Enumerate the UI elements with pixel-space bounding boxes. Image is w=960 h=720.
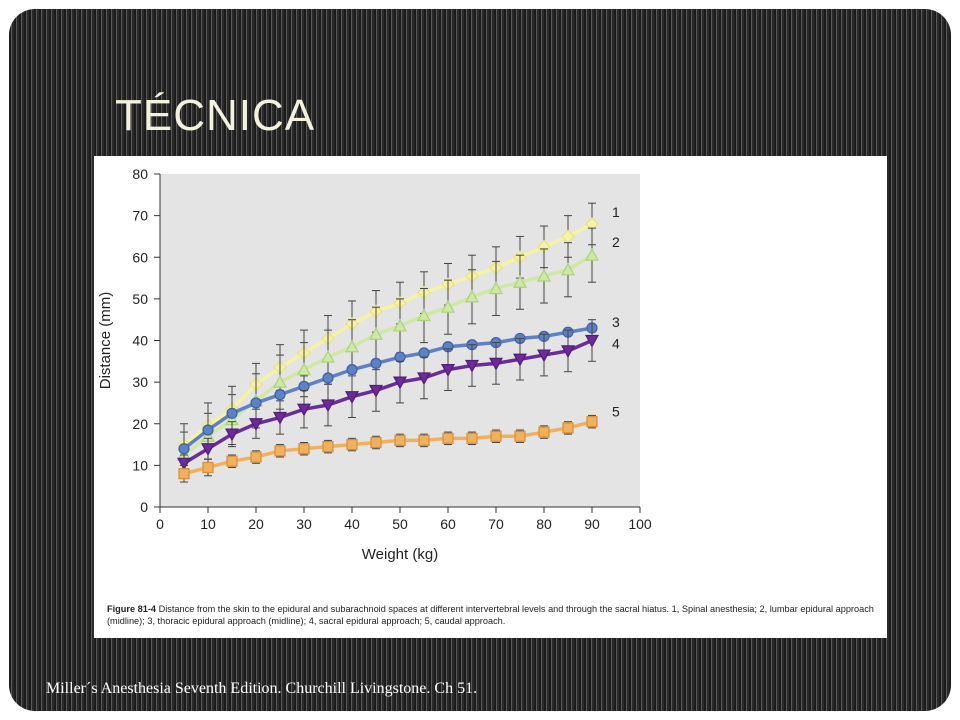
data-point [394, 434, 406, 446]
figure-caption-label: Figure 81-4 [107, 604, 157, 614]
x-tick-label-0: 0 [156, 516, 164, 532]
data-point [584, 334, 600, 348]
data-point [178, 468, 190, 480]
data-point [178, 443, 190, 455]
data-point [442, 432, 454, 444]
data-point [488, 357, 504, 371]
data-point [368, 384, 384, 398]
data-point [296, 362, 312, 376]
data-point [512, 353, 528, 367]
y-tick-label-20: 20 [132, 416, 148, 432]
data-point [562, 422, 574, 434]
slide-title: TÉCNICA [115, 91, 316, 140]
data-point [560, 262, 576, 276]
y-tick-label-70: 70 [132, 208, 148, 224]
data-point [416, 372, 432, 386]
data-point [320, 399, 336, 413]
data-point [346, 438, 358, 451]
data-point [296, 403, 312, 417]
data-point [512, 274, 528, 288]
figure-caption: Figure 81-4 Distance from the skin to th… [107, 603, 877, 627]
data-point [536, 268, 552, 282]
y-axis-label: Distance (mm) [97, 292, 114, 390]
data-point [514, 430, 526, 442]
data-point [418, 434, 430, 446]
x-axis-label: Weight (kg) [362, 546, 438, 563]
figure-panel: 0 10 20 30 40 50 60 70 80 90 100 0 10 20 30 40 50 60 70 80 W… [94, 156, 887, 638]
x-tick-label-10: 10 [200, 516, 216, 532]
series-label-3: 3 [612, 314, 620, 330]
data-point [416, 308, 432, 322]
y-tick-label-60: 60 [132, 249, 148, 265]
data-point [202, 461, 214, 474]
data-point [344, 339, 360, 353]
data-point [394, 351, 406, 363]
data-point [370, 357, 382, 369]
series-5: 5 [178, 404, 620, 483]
data-point [538, 426, 550, 438]
data-point [466, 432, 478, 444]
data-point [250, 451, 262, 463]
y-tick-label-40: 40 [132, 333, 148, 349]
series-4: 4 [176, 319, 620, 473]
data-point [274, 389, 286, 401]
data-point [370, 436, 382, 449]
x-tick-label-70: 70 [488, 516, 504, 532]
x-tick-label-40: 40 [344, 516, 360, 532]
y-tick-label-30: 30 [132, 374, 148, 390]
data-point [464, 289, 480, 303]
data-point [200, 443, 216, 456]
data-point [560, 345, 576, 359]
data-point [392, 376, 408, 390]
data-point [298, 380, 310, 392]
series-label-2: 2 [612, 234, 620, 250]
y-tick-label-80: 80 [132, 166, 148, 182]
figure-caption-text: Distance from the skin to the epidural a… [107, 604, 874, 626]
y-tick-label-50: 50 [132, 291, 148, 307]
data-point [224, 428, 240, 442]
data-point [346, 364, 358, 376]
data-point [226, 455, 238, 467]
x-tick-label-50: 50 [392, 516, 408, 532]
x-tick-label-100: 100 [628, 516, 652, 532]
data-point [322, 372, 334, 384]
data-point [272, 374, 288, 388]
data-point [440, 364, 456, 377]
data-point [202, 424, 214, 436]
data-point [586, 416, 598, 428]
data-point [464, 359, 480, 373]
data-point [490, 430, 502, 442]
data-point [274, 445, 286, 457]
x-tick-label-90: 90 [584, 516, 600, 532]
y-tick-label-10: 10 [132, 457, 148, 473]
x-tick-label-30: 30 [296, 516, 312, 532]
data-point [248, 418, 264, 432]
data-point [226, 407, 238, 419]
data-point [368, 327, 384, 340]
data-point [322, 441, 334, 453]
series-label-1: 1 [612, 204, 620, 220]
x-tick-label-80: 80 [536, 516, 552, 532]
data-point [250, 397, 262, 409]
x-tick-label-20: 20 [248, 516, 264, 532]
data-point [392, 318, 408, 332]
data-point [272, 411, 288, 425]
data-point [536, 349, 552, 363]
data-point [176, 457, 192, 471]
data-point [298, 443, 310, 455]
data-point [440, 299, 456, 313]
data-point [488, 281, 504, 295]
series-label-4: 4 [612, 336, 620, 352]
y-tick-label-0: 0 [140, 499, 148, 515]
data-point [320, 349, 336, 363]
series-label-5: 5 [612, 404, 620, 420]
data-point [584, 247, 600, 261]
data-point [418, 347, 430, 359]
x-tick-label-60: 60 [440, 516, 456, 532]
distance-weight-chart: 0 10 20 30 40 50 60 70 80 90 100 0 10 20 30 40 50 60 70 80 W… [97, 166, 652, 563]
citation-text: Miller´s Anesthesia Seventh Edition. Chu… [46, 680, 478, 697]
data-point [344, 391, 360, 404]
